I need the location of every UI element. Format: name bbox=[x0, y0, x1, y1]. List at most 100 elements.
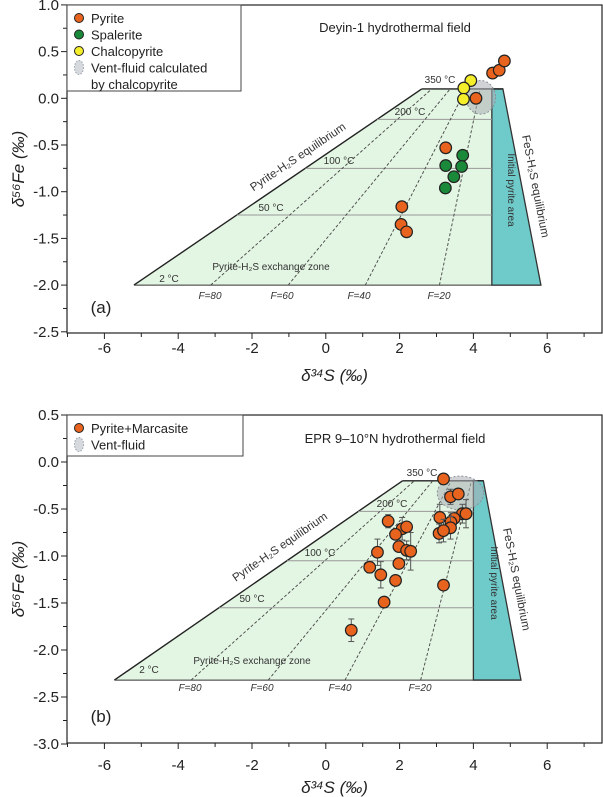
data-point bbox=[439, 159, 453, 172]
legend-vent-fluid-marker bbox=[74, 437, 84, 452]
data-point bbox=[392, 557, 406, 570]
legend-label: Chalcopyrite bbox=[91, 44, 163, 59]
f-line-label: F=20 bbox=[427, 291, 451, 302]
y-tick-label: -1.5 bbox=[33, 230, 59, 247]
y-tick-label: 0.5 bbox=[38, 44, 59, 61]
x-axis-label: δ³⁴S (‰) bbox=[301, 778, 368, 797]
legend-marker bbox=[74, 46, 84, 56]
pyrite-h2s-equilibrium-line bbox=[133, 88, 423, 286]
x-tick-label: 0 bbox=[322, 757, 330, 774]
y-tick-label: -2.0 bbox=[33, 642, 59, 659]
y-tick-label: 0.0 bbox=[38, 90, 59, 107]
pyrite-h2s-equilibrium-line bbox=[113, 480, 403, 681]
data-point bbox=[381, 514, 395, 528]
data-point bbox=[371, 545, 384, 559]
legend-box bbox=[66, 414, 244, 457]
exchange-zone-label: Pyrite-H₂S exchange zone bbox=[212, 262, 330, 273]
y-axis-label: δ⁵⁶Fe (‰) bbox=[9, 541, 28, 618]
x-tick-label: -4 bbox=[172, 757, 185, 774]
isotherm-label: 2 °C bbox=[159, 274, 179, 285]
y-tick-label: -2.5 bbox=[33, 324, 59, 341]
isotherm-label: 50 °C bbox=[239, 594, 264, 605]
y-tick-label: 1.0 bbox=[38, 0, 59, 14]
f-line bbox=[364, 88, 467, 286]
isotherm-label: 2 °C bbox=[139, 665, 159, 676]
y-tick-label: -3.0 bbox=[33, 736, 59, 753]
f-line-label: F=40 bbox=[328, 683, 352, 694]
y-tick-label: 0.5 bbox=[38, 407, 59, 424]
x-tick-label: -6 bbox=[98, 757, 111, 774]
data-point bbox=[404, 544, 418, 558]
plot-frame bbox=[66, 4, 603, 334]
exchange-zone-area bbox=[133, 88, 492, 286]
x-tick-label: 4 bbox=[469, 340, 477, 357]
data-point bbox=[437, 578, 450, 592]
legend-marker bbox=[74, 29, 84, 40]
y-axis-label: δ⁵⁶Fe (‰) bbox=[9, 131, 28, 208]
data-point bbox=[457, 92, 470, 106]
data-point bbox=[438, 181, 452, 195]
legend-vent-fluid-marker bbox=[74, 60, 84, 75]
data-point bbox=[447, 170, 461, 184]
legend: Pyrite+Marcasite Vent-fluid bbox=[66, 414, 244, 457]
x-tick-label: 2 bbox=[395, 757, 403, 774]
exchange-zone-label: Pyrite-H₂S exchange zone bbox=[193, 656, 311, 667]
f-line-label: F=20 bbox=[408, 683, 432, 694]
f-line bbox=[287, 88, 451, 286]
y-tick-label: -2.0 bbox=[33, 277, 59, 294]
x-tick-label: -2 bbox=[245, 340, 258, 357]
x-tick-label: 6 bbox=[543, 340, 551, 357]
exchange-zone-area bbox=[114, 480, 474, 681]
data-point bbox=[374, 568, 388, 582]
x-tick-label: 2 bbox=[395, 340, 403, 357]
f-line bbox=[210, 88, 433, 286]
f-line-label: F=80 bbox=[178, 683, 202, 694]
y-tick-label: -1.0 bbox=[33, 548, 59, 565]
legend-label: by chalcopyrite bbox=[91, 77, 178, 92]
f-line bbox=[267, 480, 434, 681]
data-point bbox=[455, 160, 468, 173]
data-point bbox=[400, 520, 414, 534]
data-point bbox=[363, 560, 377, 574]
data-point bbox=[457, 81, 471, 95]
isotherm-label: 50 °C bbox=[258, 203, 283, 214]
data-point bbox=[344, 623, 358, 637]
isotherm-label: 200 °C bbox=[377, 499, 408, 510]
data-point bbox=[395, 200, 409, 214]
data-point bbox=[451, 487, 465, 501]
data-point bbox=[400, 225, 414, 239]
data-point bbox=[437, 524, 450, 538]
data-point bbox=[456, 148, 470, 162]
f-line bbox=[439, 88, 481, 286]
x-tick-label: -6 bbox=[98, 340, 111, 357]
legend-label: Vent-fluid bbox=[91, 438, 145, 453]
y-tick-label: -2.5 bbox=[33, 689, 59, 706]
legend-label: Vent-fluid calculated bbox=[91, 61, 207, 76]
data-point bbox=[497, 54, 511, 68]
x-tick-label: -2 bbox=[245, 757, 258, 774]
x-axis-label: δ³⁴S (‰) bbox=[301, 366, 368, 385]
y-tick-label: -0.5 bbox=[33, 137, 59, 154]
panel-label: (b) bbox=[91, 707, 112, 726]
legend-marker bbox=[74, 13, 84, 23]
data-point bbox=[437, 472, 450, 486]
data-point bbox=[389, 527, 402, 541]
x-tick-label: 0 bbox=[322, 340, 330, 357]
legend-box bbox=[66, 4, 242, 92]
y-tick-label: 0.0 bbox=[38, 454, 59, 471]
chart-title: Deyin-1 hydrothermal field bbox=[319, 20, 471, 35]
x-tick-label: 6 bbox=[543, 757, 551, 774]
f-line-label: F=60 bbox=[250, 683, 274, 694]
panel-label: (a) bbox=[91, 298, 112, 317]
legend-label: Pyrite+Marcasite bbox=[91, 421, 188, 436]
panel-b: 350 °C 200 °C 100 °C 50 °C 2 °C F=80 F=60 F=40 F… bbox=[9, 407, 603, 797]
y-tick-label: -1.0 bbox=[33, 184, 59, 201]
x-tick-label: 4 bbox=[469, 757, 477, 774]
panel-a: 350 °C 200 °C 100 °C 50 °C 2 °C F=80 F=60 F=40 F… bbox=[9, 0, 603, 385]
data-point bbox=[459, 507, 473, 521]
isotherm-label: 100 °C bbox=[305, 548, 336, 559]
legend-marker bbox=[74, 423, 84, 433]
isotherm-label: 100 °C bbox=[324, 156, 355, 167]
